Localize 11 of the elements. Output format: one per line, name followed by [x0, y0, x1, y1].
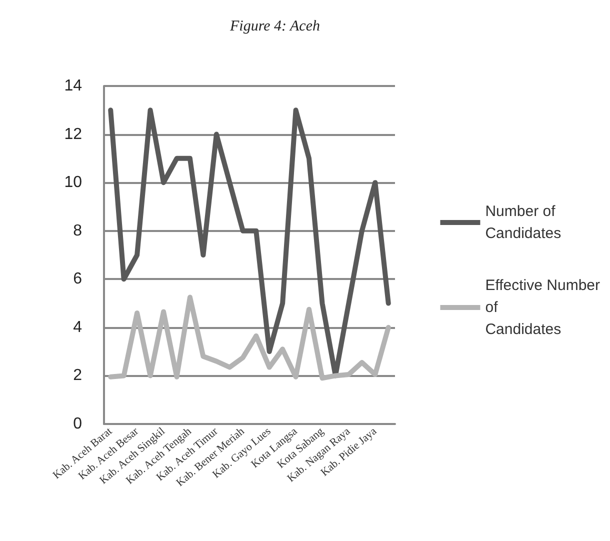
- legend-label: Number of Candidates: [485, 203, 562, 242]
- y-tick-label: 10: [64, 174, 82, 192]
- y-tick-label: 6: [73, 270, 82, 288]
- y-tick-label: 12: [64, 126, 82, 143]
- chart-title: Figure 4: Aceh: [229, 18, 320, 34]
- y-tick-label: 4: [73, 318, 82, 336]
- y-tick-label: 14: [64, 78, 82, 94]
- y-tick-label: 8: [73, 222, 82, 240]
- y-tick-label: 2: [73, 367, 82, 384]
- y-tick-label: 0: [73, 416, 82, 432]
- legend-label: Effective Number of Candidates: [485, 277, 600, 338]
